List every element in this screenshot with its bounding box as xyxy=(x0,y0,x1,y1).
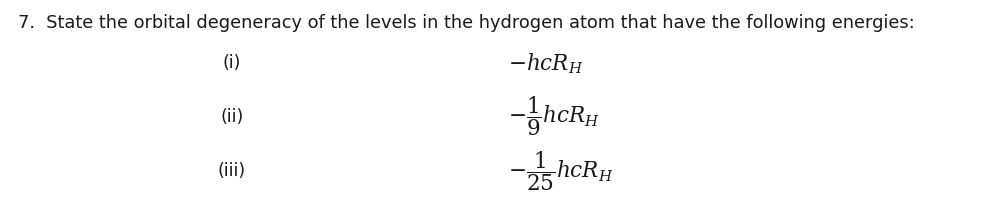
Text: (iii): (iii) xyxy=(218,161,246,179)
Text: (i): (i) xyxy=(223,54,241,72)
Text: 7.  State the orbital degeneracy of the levels in the hydrogen atom that have th: 7. State the orbital degeneracy of the l… xyxy=(18,14,915,32)
Text: (ii): (ii) xyxy=(220,107,244,125)
Text: $-\dfrac{1}{25}hcR_{H}$: $-\dfrac{1}{25}hcR_{H}$ xyxy=(508,148,613,192)
Text: $-hcR_{H}$: $-hcR_{H}$ xyxy=(508,51,583,75)
Text: $-\dfrac{1}{9}hcR_{H}$: $-\dfrac{1}{9}hcR_{H}$ xyxy=(508,94,600,138)
